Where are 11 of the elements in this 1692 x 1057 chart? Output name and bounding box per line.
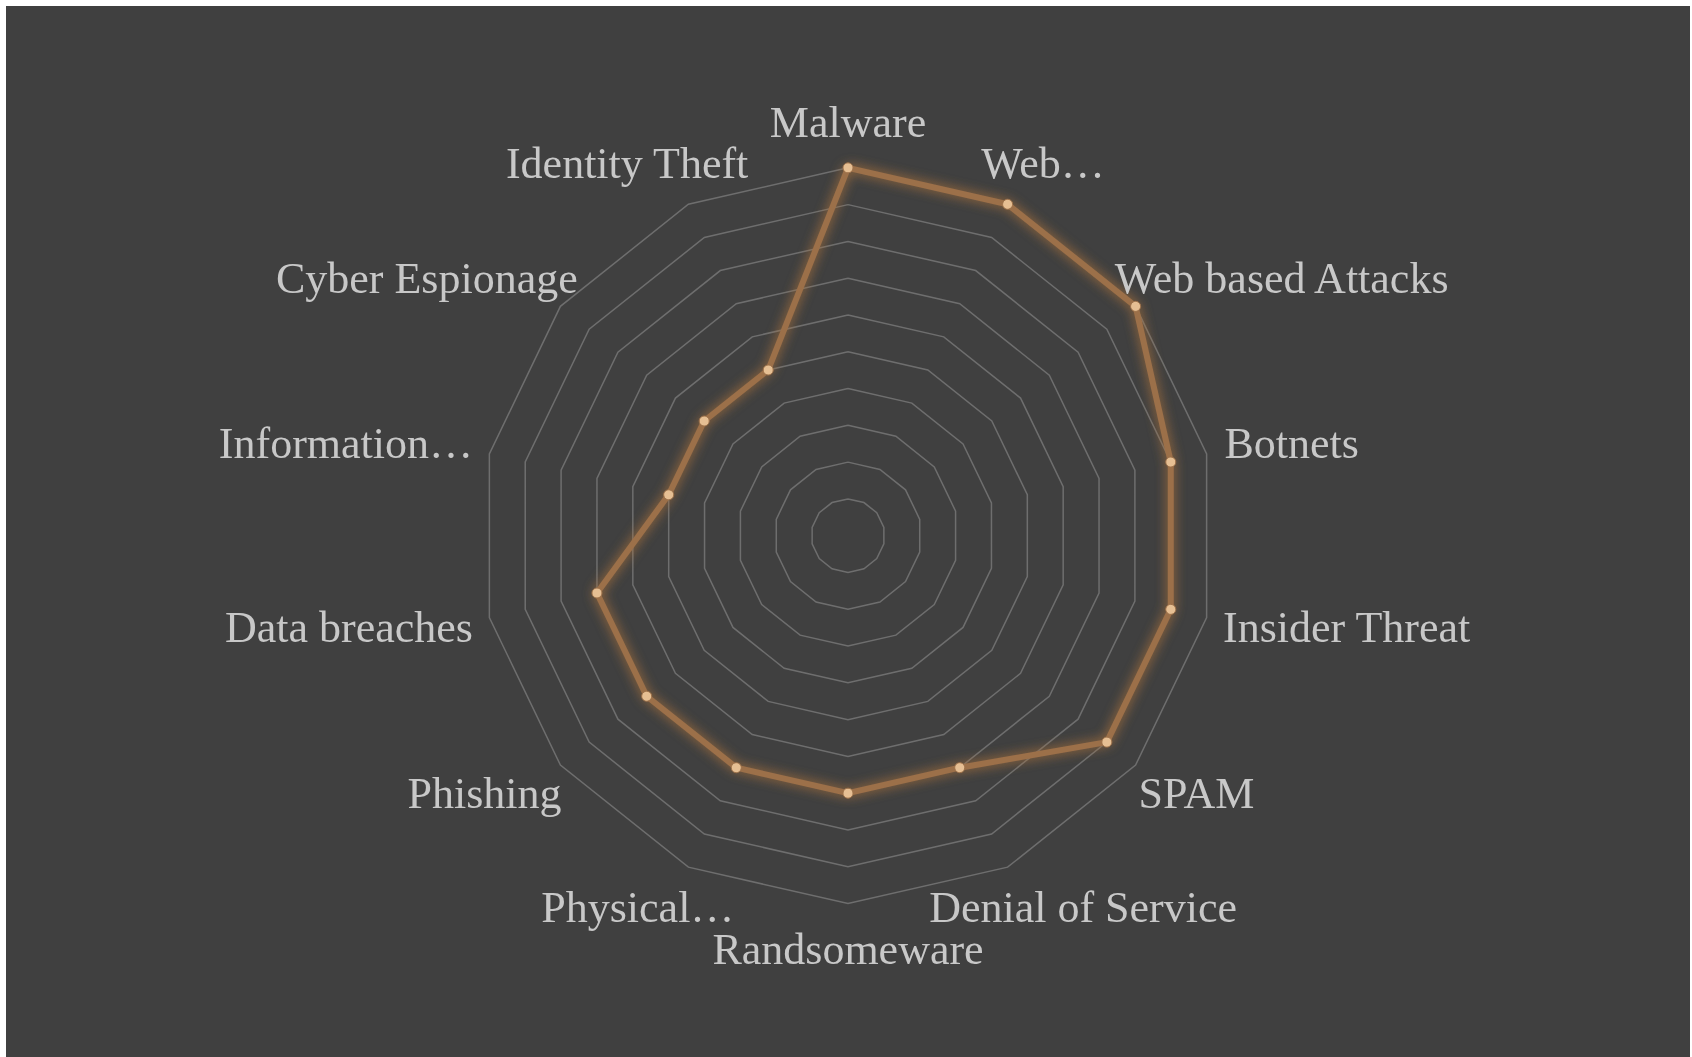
spoke-label: Data breaches <box>225 602 473 654</box>
spoke-label: Information… <box>218 418 474 470</box>
spoke-label: Identity Theft <box>505 137 749 189</box>
spoke-label: Insider Threat <box>1223 602 1471 654</box>
spoke-label: Phishing <box>407 767 562 819</box>
spoke-label: Botnets <box>1224 418 1359 470</box>
spoke-label: SPAM <box>1138 767 1255 819</box>
spoke-label: Web… <box>981 137 1105 189</box>
spoke-label: Malware <box>769 96 927 148</box>
spoke-label: Web based Attacks <box>1114 252 1449 304</box>
spoke-label: Cyber Espionage <box>275 252 578 304</box>
